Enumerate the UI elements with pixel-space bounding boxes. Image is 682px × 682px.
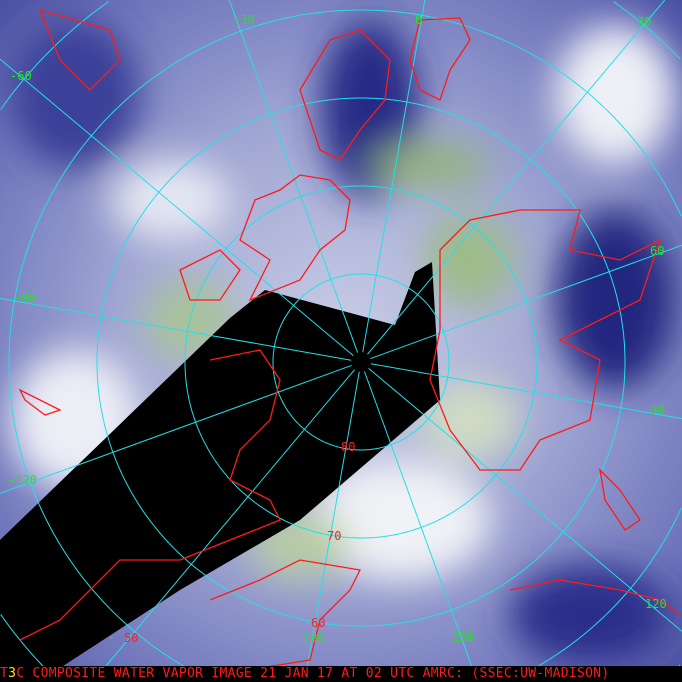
meridian-line	[0, 297, 352, 361]
meridian-line	[370, 363, 682, 420]
image-caption: T3C COMPOSITE WATER VAPOR IMAGE 21 JAN 1…	[0, 666, 682, 682]
caption-highlight: 3	[8, 666, 17, 681]
latitude-circle	[8, 9, 682, 682]
meridian-line	[363, 371, 478, 682]
lat-label: 80	[341, 440, 355, 454]
meridian-line	[228, 0, 359, 353]
lon-label: -60	[10, 69, 32, 83]
lat-label: 70	[327, 529, 341, 543]
lon-label: 60	[650, 244, 664, 258]
caption-prefix: T	[0, 666, 9, 681]
lon-label: -30	[233, 13, 255, 27]
lon-label: 180	[303, 631, 325, 645]
lat-label: 60	[311, 616, 325, 630]
vapor-texture	[10, 20, 675, 665]
lon-label: -	[108, 630, 115, 644]
meridian-line	[304, 371, 360, 682]
latitude-circle	[272, 273, 450, 451]
lon-label: 90	[650, 403, 664, 417]
longitude-labels: -30 0 30 -60 60 -90 90 -120 120 150 180 …	[8, 13, 667, 645]
meridian-line	[367, 0, 666, 355]
meridian-line	[92, 369, 355, 682]
caption-text: C COMPOSITE WATER VAPOR IMAGE 21 JAN 17 …	[16, 666, 610, 681]
meridian-line	[362, 0, 426, 353]
meridian-line	[0, 364, 352, 494]
lon-label: 0	[415, 13, 422, 27]
latitude-circle	[96, 97, 626, 627]
meridian-line	[368, 368, 682, 632]
lon-label: -120	[8, 473, 37, 487]
latitude-circle	[184, 185, 538, 539]
coastlines	[18, 9, 681, 669]
lat-label: 50	[124, 631, 138, 645]
no-data-region	[0, 262, 440, 668]
lon-label: 30	[637, 15, 651, 29]
lon-label: 150	[452, 630, 474, 644]
meridian-line	[370, 244, 682, 360]
lon-label: -90	[14, 291, 36, 305]
latitude-labels: 80 70 60 50	[124, 440, 355, 645]
meridian-line	[0, 58, 354, 356]
lon-label: 120	[645, 597, 667, 611]
